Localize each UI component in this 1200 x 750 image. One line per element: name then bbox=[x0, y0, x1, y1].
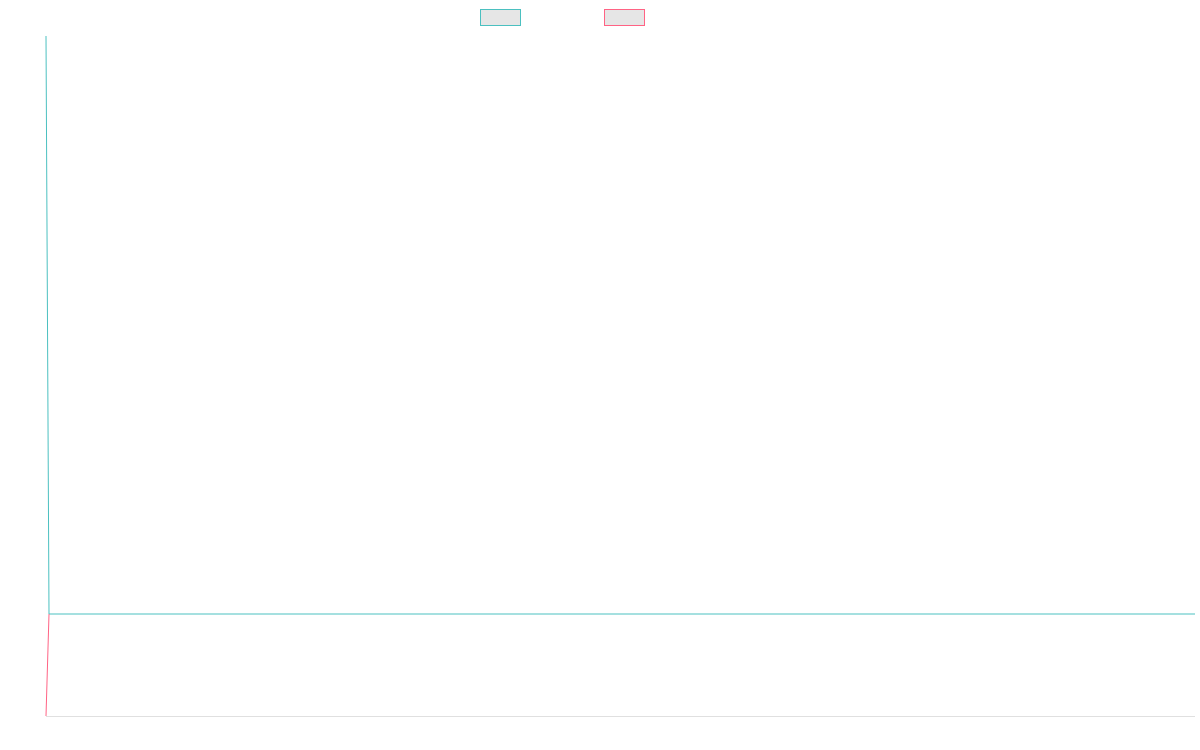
legend-swatch-1 bbox=[480, 9, 521, 26]
series-lines bbox=[45, 35, 1195, 717]
legend bbox=[480, 9, 645, 26]
series-line-2 bbox=[45, 613, 50, 717]
legend-swatch-2 bbox=[604, 9, 645, 26]
series-line-1 bbox=[45, 35, 1195, 615]
